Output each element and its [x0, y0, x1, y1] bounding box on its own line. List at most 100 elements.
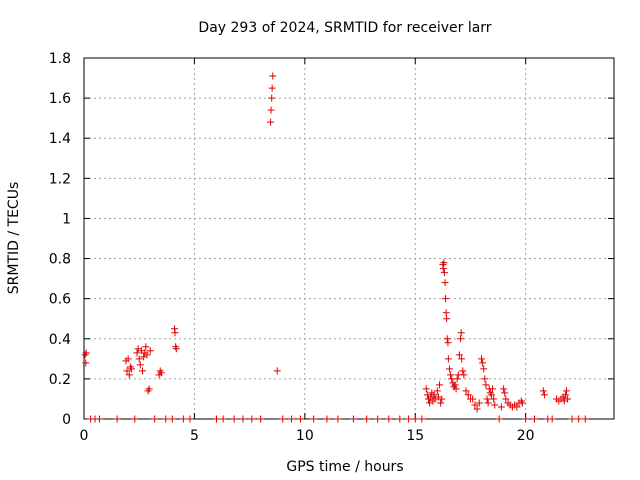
data-point [487, 391, 495, 399]
data-point [564, 395, 572, 403]
x-tick-label: 10 [296, 428, 314, 444]
y-tick-label: 0.2 [49, 372, 71, 388]
data-point [179, 415, 187, 423]
data-point [171, 329, 179, 337]
y-tick-label: 0.8 [49, 252, 71, 268]
y-tick-label: 0.6 [49, 292, 71, 308]
data-point [123, 367, 131, 375]
data-point [497, 403, 505, 411]
data-point [473, 405, 481, 413]
data-point [267, 118, 275, 126]
data-point [561, 391, 569, 399]
data-points [81, 72, 589, 423]
data-point [540, 391, 548, 399]
data-point [334, 415, 342, 423]
data-point [455, 351, 463, 359]
data-point [478, 355, 485, 363]
data-point [452, 385, 460, 393]
data-point [267, 106, 275, 114]
data-point [437, 399, 445, 407]
data-point [441, 279, 449, 287]
data-point [349, 415, 357, 423]
data-point [433, 387, 441, 395]
data-point [522, 415, 530, 423]
data-point [273, 367, 281, 375]
data-point [445, 365, 453, 373]
data-point [438, 395, 446, 403]
data-point [310, 415, 318, 423]
data-point [513, 403, 521, 411]
data-point [145, 385, 153, 393]
data-point [460, 371, 468, 379]
data-point [439, 265, 447, 273]
data-point [484, 399, 492, 407]
data-point [490, 395, 498, 403]
data-point [323, 415, 331, 423]
x-tick-label: 20 [517, 428, 535, 444]
y-tick-label: 1.6 [49, 91, 71, 107]
data-point [462, 387, 470, 395]
data-point [436, 381, 444, 389]
data-point [483, 395, 491, 403]
x-tick-label: 15 [406, 428, 424, 444]
data-point [162, 415, 170, 423]
data-point [568, 415, 576, 423]
data-point [142, 343, 150, 351]
data-point [459, 367, 467, 375]
data-point [453, 375, 461, 383]
y-tick-label: 0.4 [49, 332, 71, 348]
data-point [575, 415, 583, 423]
data-point [363, 415, 371, 423]
data-point [213, 415, 220, 423]
data-point [500, 385, 508, 393]
data-point [268, 84, 276, 92]
data-point [248, 415, 256, 423]
data-point [139, 367, 147, 375]
data-point [239, 415, 247, 423]
data-point [475, 399, 483, 407]
data-point [288, 415, 296, 423]
data-point [127, 365, 135, 373]
data-point [495, 415, 503, 423]
data-point [464, 391, 472, 399]
data-point [481, 375, 489, 383]
axis-ticks [83, 57, 614, 420]
data-point [479, 359, 487, 367]
data-point [563, 387, 571, 395]
data-point [136, 361, 144, 369]
data-point [113, 415, 121, 423]
data-point [296, 415, 304, 423]
grid [84, 58, 614, 419]
y-tick-label: 1.2 [49, 171, 71, 187]
data-point [411, 415, 419, 423]
data-point [268, 94, 276, 102]
data-point [539, 387, 547, 395]
data-point [124, 355, 132, 363]
data-point [443, 315, 451, 323]
x-tick-label: 5 [190, 428, 199, 444]
data-point [482, 381, 490, 389]
data-point [489, 385, 497, 393]
data-point [157, 369, 165, 377]
data-point [457, 329, 465, 337]
data-point [451, 381, 459, 389]
data-point [219, 415, 227, 423]
y-tick-label: 1.4 [49, 131, 71, 147]
data-point [471, 401, 479, 409]
data-point [82, 359, 90, 367]
y-axis-label: SRMTID / TECUs [6, 182, 22, 295]
data-point [146, 347, 154, 355]
data-point [151, 415, 159, 423]
x-axis-label: GPS time / hours [286, 459, 403, 475]
data-point [269, 72, 277, 80]
data-point [447, 371, 455, 379]
data-point [418, 415, 426, 423]
data-point [518, 399, 526, 407]
data-point [442, 295, 450, 303]
data-point [133, 349, 141, 357]
data-point [385, 415, 393, 423]
data-point [405, 415, 413, 423]
data-point [230, 415, 238, 423]
data-point [442, 309, 450, 317]
